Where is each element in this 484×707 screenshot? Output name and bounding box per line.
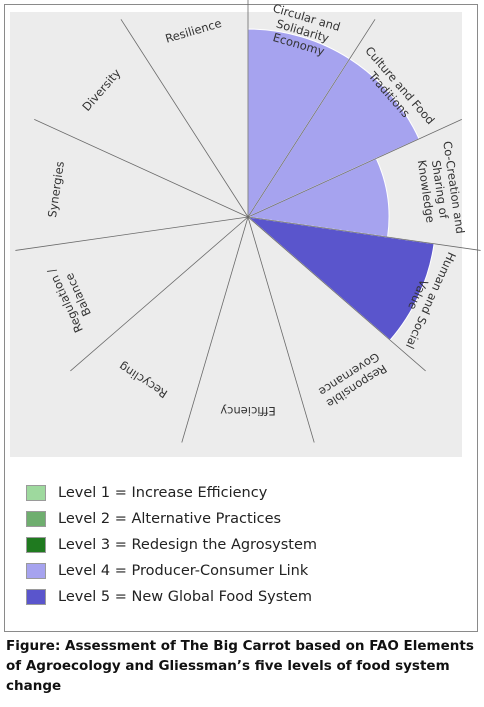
legend-item: Level 5 = New Global Food System — [26, 584, 456, 610]
wedge-9 — [246, 216, 435, 341]
spoke — [15, 216, 249, 251]
legend-swatch — [26, 589, 46, 605]
legend-item: Level 3 = Redesign the Agrosystem — [26, 532, 456, 558]
legend-label: Level 2 = Alternative Practices — [58, 511, 282, 527]
legend-swatch — [26, 511, 46, 527]
wedge-7 — [246, 58, 420, 219]
wedge-8 — [246, 157, 390, 238]
spoke — [247, 216, 315, 443]
legend-item: Level 1 = Increase Efficiency — [26, 480, 456, 506]
legend-label: Level 5 = New Global Food System — [58, 589, 313, 605]
spoke — [247, 216, 426, 372]
spoke — [70, 216, 249, 372]
spoke — [247, 19, 376, 218]
legend-label: Level 1 = Increase Efficiency — [58, 485, 268, 501]
legend-item: Level 2 = Alternative Practices — [26, 506, 456, 532]
spoke — [247, 216, 481, 251]
legend-swatch — [26, 537, 46, 553]
chart-legend: Level 1 = Increase Efficiency Level 2 = … — [26, 480, 456, 610]
spoke — [181, 216, 249, 443]
category-label: Efficiency — [220, 404, 276, 418]
figure-caption: Figure: Assessment of The Big Carrot bas… — [6, 638, 474, 694]
legend-item: Level 4 = Producer-Consumer Link — [26, 558, 456, 584]
legend-swatch — [26, 485, 46, 501]
legend-swatch — [26, 563, 46, 579]
spoke — [34, 119, 249, 218]
spoke — [247, 119, 462, 218]
wedge-6 — [247, 28, 351, 219]
spoke — [120, 19, 249, 218]
legend-label: Level 4 = Producer-Consumer Link — [58, 563, 309, 579]
legend-label: Level 3 = Redesign the Agrosystem — [58, 537, 317, 553]
